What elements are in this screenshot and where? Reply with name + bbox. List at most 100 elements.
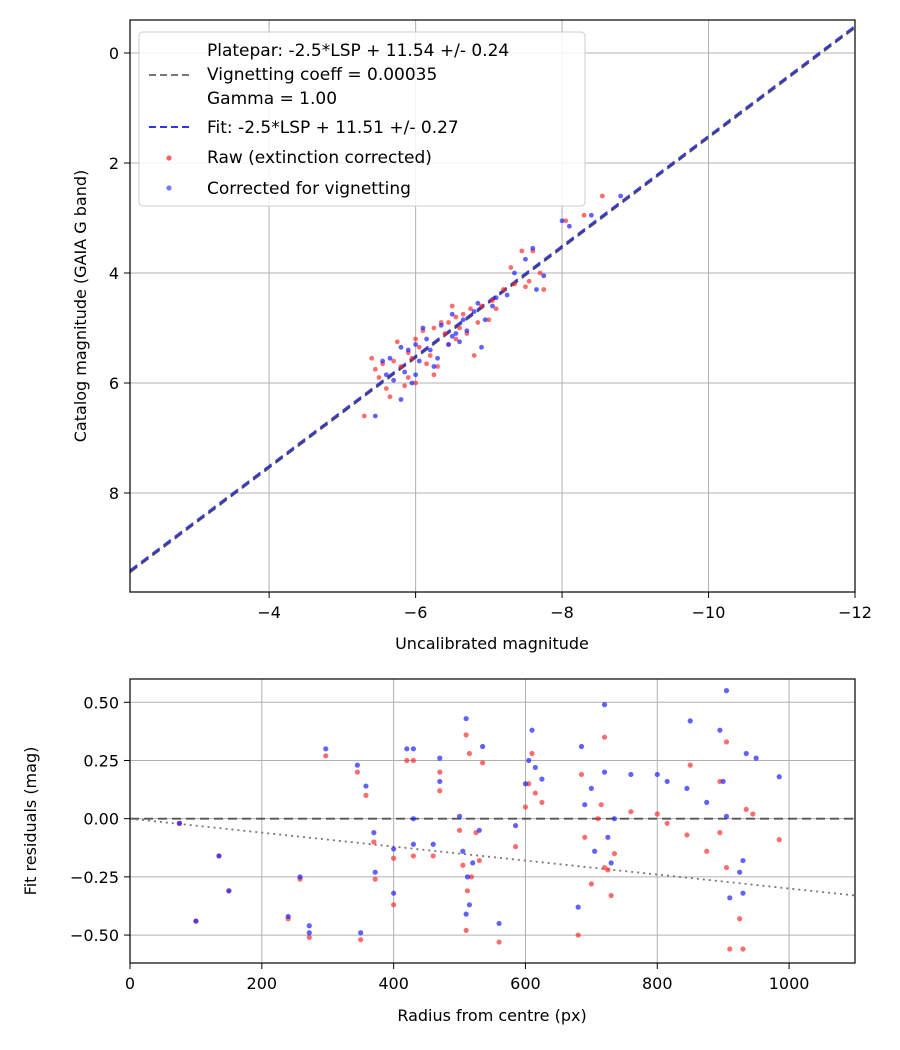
bottom-corrected-point [578, 743, 585, 750]
top-corrected-point [588, 212, 594, 218]
top-raw-point [453, 314, 459, 320]
top-x-tick-label: −6 [404, 603, 428, 622]
top-raw-point [599, 193, 605, 199]
bottom-corrected-point [723, 813, 730, 819]
bottom-corrected-point [480, 743, 486, 750]
bottom-corrected-point [575, 904, 581, 910]
bottom-raw-point [464, 888, 471, 894]
bottom-corrected-point [456, 813, 463, 819]
bottom-corrected-point [323, 746, 329, 752]
top-raw-point [431, 325, 437, 331]
top-corrected-point [380, 358, 386, 364]
top-corrected-point [471, 309, 477, 314]
top-corrected-point [391, 377, 397, 383]
legend-fit-text: Fit: -2.5*LSP + 11.51 +/- 0.27 [207, 118, 459, 138]
bottom-raw-point [410, 853, 417, 859]
bottom-corrected-point [592, 848, 598, 854]
bottom-raw-point [404, 757, 410, 764]
top-corrected-point [490, 303, 495, 309]
top-raw-point [490, 298, 495, 303]
bottom-raw-point [323, 753, 329, 759]
bottom-corrected-point [740, 857, 746, 864]
bottom-raw-point [532, 790, 538, 796]
top-raw-point [471, 353, 477, 358]
bottom-corrected-point [285, 913, 291, 920]
bottom-corrected-point [723, 688, 730, 694]
top-raw-point [372, 366, 378, 372]
top-corrected-point [449, 311, 455, 317]
bottom-raw-point [588, 881, 594, 887]
top-corrected-point [402, 369, 408, 375]
bottom-corrected-point [437, 755, 443, 761]
legend-raw-text: Raw (extinction corrected) [207, 148, 432, 168]
bottom-corrected-point [306, 923, 312, 929]
bottom-corrected-point [717, 727, 723, 733]
bottom-corrected-point [539, 776, 545, 782]
top-corrected-point [427, 347, 433, 353]
top-raw-point [413, 336, 419, 342]
bottom-corrected-point [354, 762, 360, 768]
bottom-x-axis-label: Radius from centre (px) [397, 1006, 586, 1025]
bottom-x-tick-label: 600 [510, 974, 541, 993]
bottom-corrected-point [684, 785, 690, 792]
bottom-raw-point [575, 932, 581, 938]
bottom-raw-point [529, 750, 535, 757]
top-raw-point [416, 344, 422, 350]
top-y-tick-label: 4 [109, 264, 119, 283]
top-raw-point [413, 380, 419, 386]
legend-raw-marker [166, 155, 172, 161]
top-y-axis-label: Catalog magnitude (GAIA G band) [71, 170, 90, 442]
top-x-axis-label: Uncalibrated magnitude [395, 634, 589, 653]
bottom-corrected-point [371, 830, 377, 836]
bottom-corrected-point [226, 888, 232, 894]
bottom-corrected-point [605, 834, 611, 840]
top-corrected-point [405, 347, 411, 353]
bottom-corrected-point [176, 820, 183, 826]
top-corrected-point [383, 372, 389, 378]
top-corrected-point [413, 342, 419, 347]
top-corrected-point [559, 218, 565, 224]
bottom-y-tick-label: 0.25 [83, 751, 119, 770]
bottom-raw-point [595, 816, 601, 822]
bottom-corrected-point [216, 853, 222, 859]
top-axes-frame [129, 19, 856, 593]
bottom-corrected-point [358, 930, 364, 936]
bottom-corrected-point [476, 827, 482, 833]
top-corrected-point [460, 317, 466, 323]
top-corrected-point [387, 355, 393, 361]
bottom-points [176, 688, 782, 952]
bottom-corrected-point [437, 778, 443, 785]
top-corrected-point [435, 355, 440, 361]
top-corrected-point [449, 333, 455, 339]
bottom-raw-point [664, 820, 670, 826]
bottom-raw-point [727, 946, 733, 952]
top-raw-point [453, 336, 459, 342]
top-raw-point [446, 320, 451, 325]
bottom-corrected-point [601, 702, 608, 708]
top-corrected-point [566, 223, 572, 229]
top-corrected-point [398, 344, 404, 350]
legend-vignetting-text: Vignetting coeff = 0.00035 [207, 65, 437, 85]
bottom-corrected-point [727, 895, 733, 901]
bottom-raw-point [684, 832, 690, 838]
bottom-raw-point [391, 855, 397, 861]
bottom-axes-frame [129, 678, 856, 964]
bottom-raw-point [460, 862, 466, 868]
top-raw-point [493, 306, 499, 312]
bottom-raw-point [437, 788, 443, 794]
bottom-corrected-point [410, 816, 417, 822]
bottom-raw-point [737, 916, 743, 922]
top-corrected-point [512, 270, 517, 276]
top-corrected-point [409, 380, 415, 386]
top-raw-point [479, 303, 484, 309]
top-corrected-point [479, 344, 484, 350]
top-corrected-point [420, 325, 426, 331]
top-corrected-point [398, 397, 404, 402]
top-raw-point [394, 339, 400, 345]
bottom-corrected-point [466, 902, 473, 908]
bottom-raw-point [687, 762, 693, 768]
top-points [361, 193, 624, 419]
top-raw-point [424, 361, 429, 367]
bottom-raw-point [391, 902, 397, 908]
legend-corrected-marker [166, 185, 172, 191]
